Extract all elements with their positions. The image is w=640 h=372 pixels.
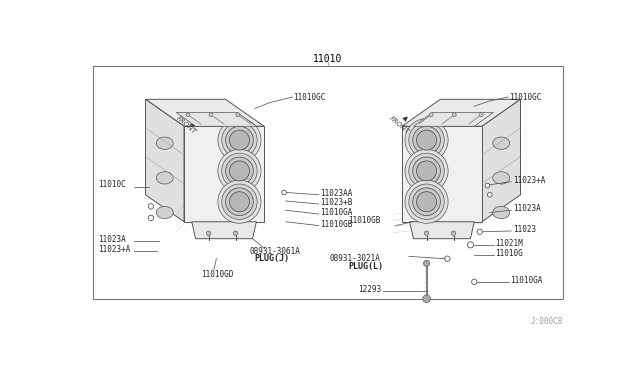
Text: 11010GD: 11010GD bbox=[201, 270, 234, 279]
Circle shape bbox=[445, 256, 450, 262]
Circle shape bbox=[148, 215, 154, 221]
Circle shape bbox=[417, 130, 436, 150]
Circle shape bbox=[472, 279, 477, 285]
Circle shape bbox=[221, 184, 257, 219]
Text: 11010GB: 11010GB bbox=[348, 216, 380, 225]
Circle shape bbox=[218, 180, 261, 223]
Circle shape bbox=[422, 295, 431, 302]
Circle shape bbox=[225, 126, 253, 154]
Ellipse shape bbox=[156, 172, 173, 184]
Circle shape bbox=[282, 190, 287, 195]
Text: 12293: 12293 bbox=[358, 285, 381, 294]
Circle shape bbox=[417, 192, 436, 212]
Polygon shape bbox=[176, 112, 257, 126]
Text: 11010GB: 11010GB bbox=[320, 219, 353, 228]
Circle shape bbox=[230, 192, 250, 212]
Polygon shape bbox=[410, 222, 474, 239]
Circle shape bbox=[424, 260, 429, 266]
Text: 08931-3021A: 08931-3021A bbox=[330, 254, 380, 263]
Text: PLUG(L): PLUG(L) bbox=[348, 262, 383, 271]
Circle shape bbox=[451, 231, 456, 235]
Circle shape bbox=[409, 153, 444, 189]
Ellipse shape bbox=[156, 137, 173, 150]
Text: 11023+B: 11023+B bbox=[320, 198, 353, 207]
Text: FRONT: FRONT bbox=[388, 115, 410, 135]
Circle shape bbox=[413, 157, 440, 185]
Text: 11010GA: 11010GA bbox=[320, 208, 353, 217]
Polygon shape bbox=[192, 222, 257, 239]
Polygon shape bbox=[145, 99, 184, 222]
Circle shape bbox=[405, 119, 448, 162]
Circle shape bbox=[230, 130, 250, 150]
Circle shape bbox=[186, 113, 190, 117]
Circle shape bbox=[452, 113, 456, 117]
Bar bbox=[93, 66, 563, 299]
Circle shape bbox=[230, 161, 250, 181]
Text: 11023+A: 11023+A bbox=[99, 245, 131, 254]
Text: 11010GA: 11010GA bbox=[511, 276, 543, 285]
Circle shape bbox=[409, 184, 444, 219]
Polygon shape bbox=[184, 126, 264, 222]
Circle shape bbox=[209, 113, 213, 117]
Circle shape bbox=[479, 113, 483, 117]
Polygon shape bbox=[482, 99, 520, 222]
Text: PLUG(J): PLUG(J) bbox=[254, 254, 289, 263]
Circle shape bbox=[424, 231, 429, 235]
Circle shape bbox=[467, 242, 474, 248]
Text: J:000C8: J:000C8 bbox=[531, 317, 563, 326]
Circle shape bbox=[417, 161, 436, 181]
Circle shape bbox=[477, 229, 483, 234]
Ellipse shape bbox=[493, 206, 509, 219]
Circle shape bbox=[488, 192, 492, 197]
Ellipse shape bbox=[493, 172, 509, 184]
Text: 11023A: 11023A bbox=[99, 235, 126, 244]
Text: 11010C: 11010C bbox=[99, 180, 126, 189]
Circle shape bbox=[234, 231, 238, 235]
Circle shape bbox=[221, 153, 257, 189]
Polygon shape bbox=[145, 99, 264, 126]
Text: 08931-3061A: 08931-3061A bbox=[250, 247, 300, 256]
Circle shape bbox=[218, 119, 261, 162]
Text: 11010G: 11010G bbox=[495, 249, 523, 258]
Text: 11023A: 11023A bbox=[513, 204, 541, 213]
Circle shape bbox=[413, 188, 440, 216]
Text: 11023+A: 11023+A bbox=[513, 176, 545, 185]
Circle shape bbox=[405, 150, 448, 192]
Circle shape bbox=[225, 188, 253, 216]
Polygon shape bbox=[413, 112, 493, 126]
Circle shape bbox=[236, 113, 240, 117]
Text: 11010GC: 11010GC bbox=[293, 93, 326, 102]
Circle shape bbox=[225, 157, 253, 185]
Text: 11023: 11023 bbox=[513, 225, 536, 234]
Circle shape bbox=[405, 180, 448, 223]
Polygon shape bbox=[402, 126, 482, 222]
Circle shape bbox=[485, 183, 490, 188]
Ellipse shape bbox=[493, 137, 509, 150]
Polygon shape bbox=[402, 99, 520, 126]
Circle shape bbox=[413, 126, 440, 154]
Circle shape bbox=[221, 122, 257, 158]
Circle shape bbox=[206, 231, 211, 235]
Circle shape bbox=[148, 203, 154, 209]
Text: 11023AA: 11023AA bbox=[320, 189, 353, 198]
Text: 11021M: 11021M bbox=[495, 239, 523, 248]
Text: 11010: 11010 bbox=[314, 54, 342, 64]
Ellipse shape bbox=[156, 206, 173, 219]
Circle shape bbox=[429, 113, 433, 117]
Circle shape bbox=[218, 150, 261, 192]
Text: 11010GC: 11010GC bbox=[509, 93, 541, 102]
Text: FRONT: FRONT bbox=[175, 115, 197, 135]
Circle shape bbox=[409, 122, 444, 158]
